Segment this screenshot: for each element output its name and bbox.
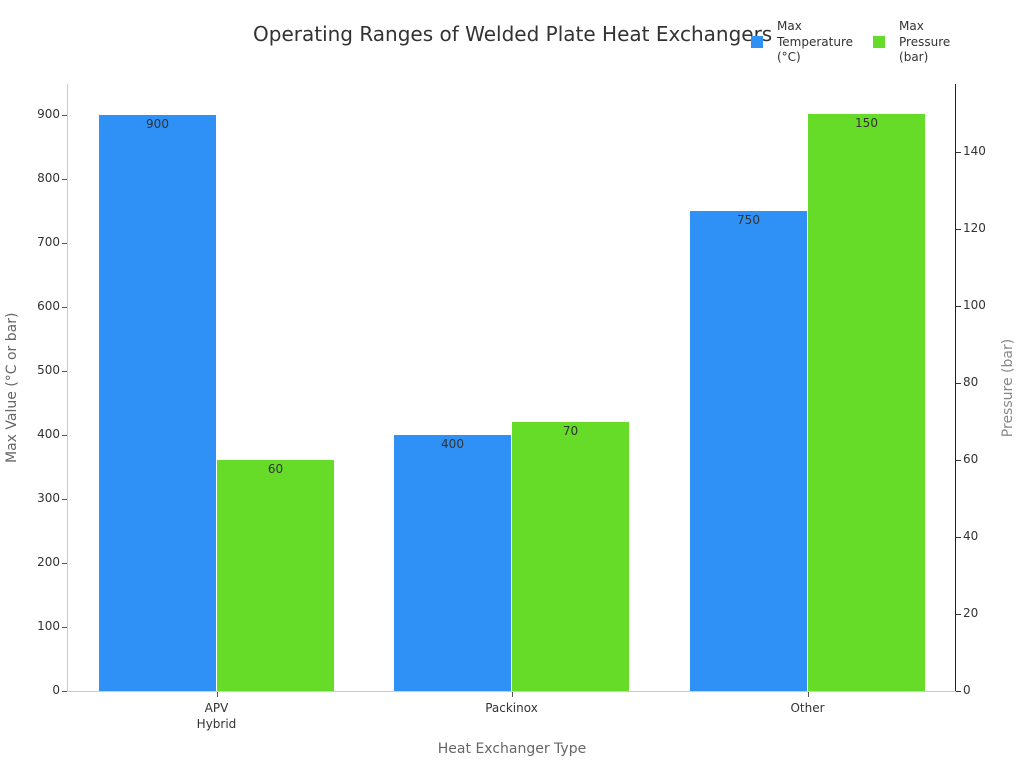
bar-value-label: 150	[855, 115, 878, 130]
right-y-tick-label: 120	[963, 221, 986, 235]
legend-label-temperature: Max Temperature (°C)	[777, 19, 854, 64]
left-y-tick-mark	[62, 243, 67, 244]
legend-label-pressure: Max Pressure (bar)	[899, 19, 951, 64]
bar-value-label: 750	[737, 213, 760, 227]
left-y-tick-mark	[62, 371, 67, 372]
left-y-tick-mark	[62, 627, 67, 628]
bar-temperature	[690, 211, 807, 691]
x-axis-line	[67, 691, 956, 692]
left-y-tick-label: 100	[37, 619, 60, 633]
x-tick-mark	[511, 692, 513, 697]
left-y-axis-line	[67, 84, 68, 692]
bar-pressure	[217, 460, 334, 691]
left-y-tick-mark	[62, 691, 67, 692]
right-y-tick-label: 60	[963, 452, 979, 466]
right-y-tick-mark	[956, 306, 961, 307]
chart-title: Operating Ranges of Welded Plate Heat Ex…	[253, 22, 773, 46]
right-y-tick-label: 80	[963, 375, 979, 389]
bar-temperature	[99, 115, 216, 691]
legend: Max Temperature (°C) Max Pressure (bar)	[751, 19, 950, 66]
legend-swatch-pressure	[873, 36, 886, 48]
legend-swatch-temperature	[751, 36, 763, 48]
right-y-tick-mark	[956, 383, 961, 384]
x-axis-label: Heat Exchanger Type	[437, 741, 587, 757]
bar-value-label: 70	[562, 423, 579, 438]
left-y-tick-mark	[62, 563, 67, 564]
right-y-axis-line	[955, 84, 956, 692]
left-y-tick-mark	[62, 179, 67, 180]
left-y-axis-label: Max Value (°C or bar)	[4, 312, 20, 463]
right-y-tick-label: 40	[963, 529, 979, 543]
bar-value-label: 60	[267, 462, 284, 476]
x-tick-mark	[216, 692, 218, 697]
right-y-tick-label: 20	[963, 606, 979, 620]
left-y-tick-mark	[62, 499, 67, 500]
x-tick-label: APV Hybrid	[196, 701, 237, 731]
left-y-tick-mark	[62, 307, 67, 308]
legend-item-pressure: Max Pressure (bar)	[873, 19, 950, 66]
right-y-axis-label: Pressure (bar)	[1000, 338, 1016, 438]
right-y-tick-mark	[956, 229, 961, 230]
right-y-tick-label: 140	[963, 144, 986, 158]
right-y-tick-mark	[956, 614, 961, 615]
bar-temperature	[394, 435, 511, 691]
right-y-tick-label: 100	[963, 298, 986, 312]
right-y-tick-label: 0	[963, 683, 971, 697]
bar-pressure	[512, 421, 629, 691]
right-y-tick-mark	[956, 537, 961, 538]
left-y-tick-label: 400	[37, 427, 60, 441]
left-y-tick-label: 0	[52, 683, 60, 697]
left-y-tick-mark	[62, 435, 67, 436]
bar-pressure	[808, 113, 925, 691]
left-y-tick-label: 300	[37, 491, 60, 505]
left-y-tick-label: 700	[37, 235, 60, 249]
x-tick-label: Other	[790, 701, 825, 715]
left-y-tick-label: 900	[37, 107, 60, 121]
left-y-tick-label: 600	[37, 299, 60, 313]
x-tick-label: Packinox	[485, 701, 538, 715]
right-y-tick-mark	[956, 152, 961, 153]
x-tick-mark	[807, 692, 809, 697]
left-y-tick-label: 800	[37, 171, 60, 185]
right-y-tick-mark	[956, 691, 961, 692]
left-y-tick-mark	[62, 115, 67, 116]
legend-item-temperature: Max Temperature (°C)	[751, 19, 853, 66]
bar-value-label: 900	[146, 117, 169, 131]
left-y-tick-label: 500	[37, 363, 60, 377]
bar-value-label: 400	[441, 437, 464, 451]
left-y-tick-label: 200	[37, 555, 60, 569]
right-y-tick-mark	[956, 460, 961, 461]
